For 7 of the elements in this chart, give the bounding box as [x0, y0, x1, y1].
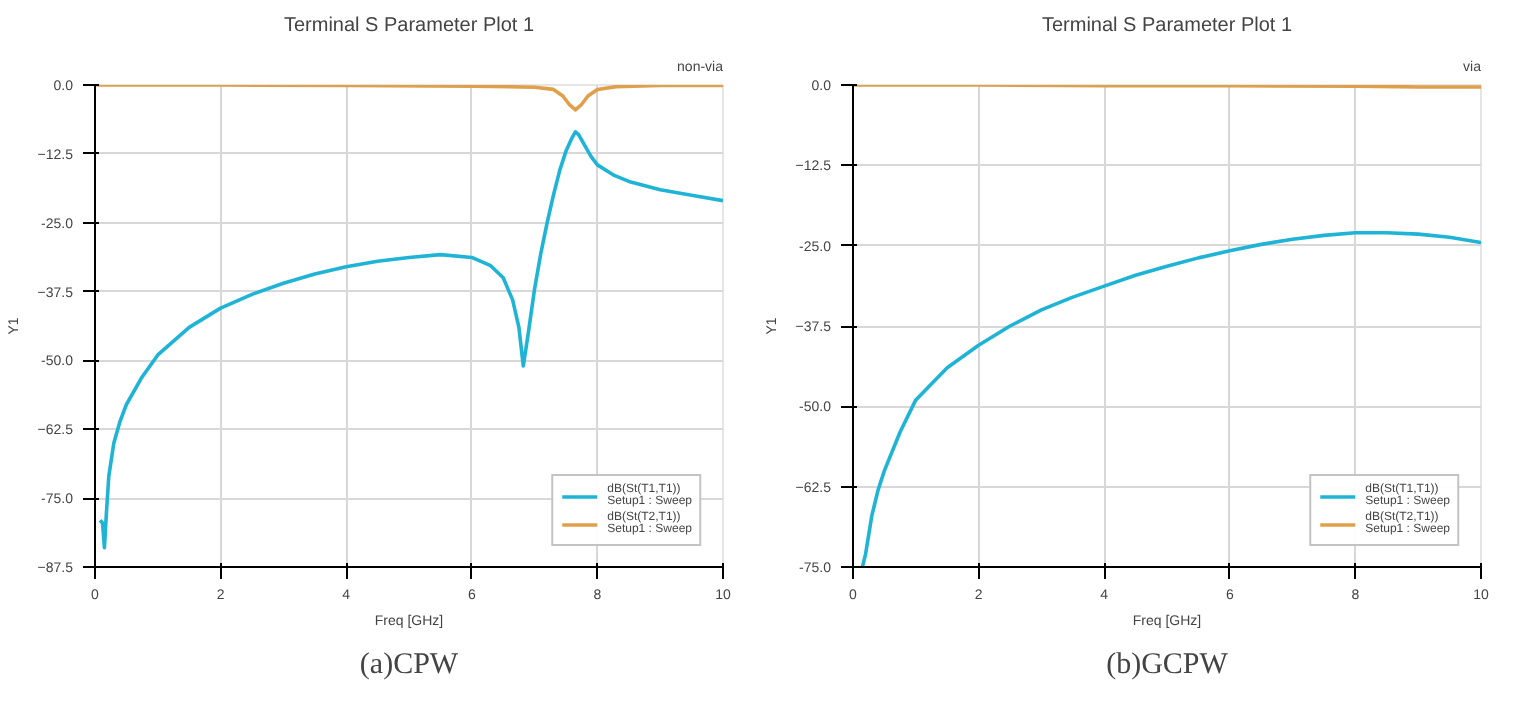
line-series	[98, 130, 723, 550]
chart-title: Terminal S Parameter Plot 1	[1041, 15, 1293, 37]
text: (b)GCPW	[1106, 649, 1230, 681]
text: (a)CPW	[359, 649, 460, 681]
chart-title: Terminal S Parameter Plot 1	[283, 15, 535, 37]
line-series	[860, 231, 1481, 567]
line-series	[95, 85, 723, 112]
